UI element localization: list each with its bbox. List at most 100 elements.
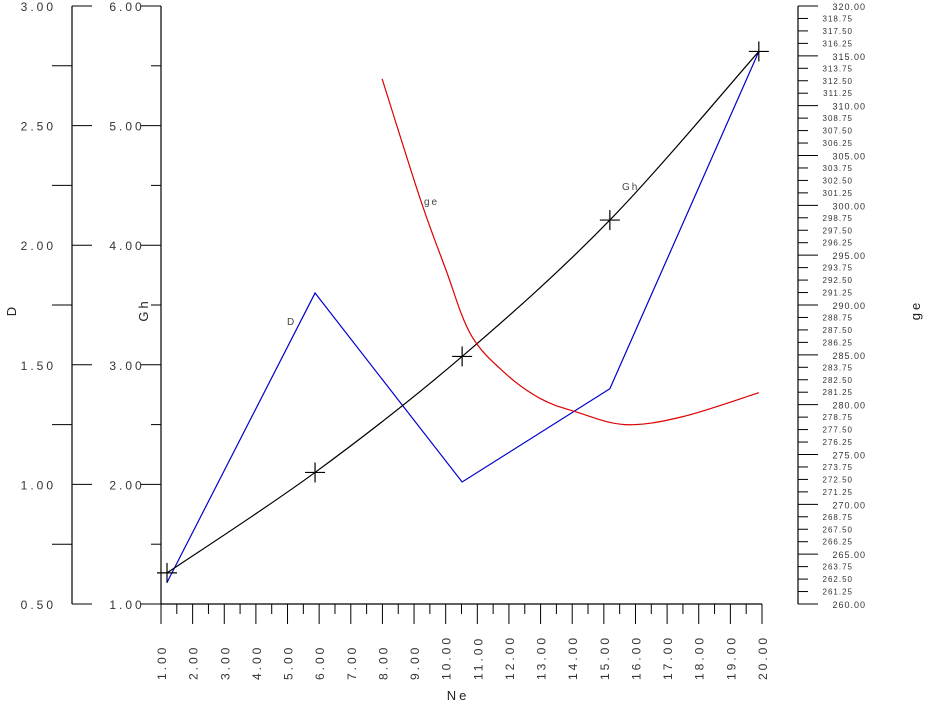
x-axis-tick-label: 6.00 — [313, 645, 327, 680]
ge-axis-minor-tick-label: 273.75 — [823, 463, 853, 472]
ge-axis-minor-tick-label: 278.75 — [823, 413, 853, 422]
ge-axis-minor-tick-label: 292.50 — [823, 276, 853, 285]
ge-axis-major-tick-label: 275.00 — [832, 451, 866, 461]
ge-axis-major-tick-label: 320.00 — [832, 2, 866, 12]
ge-axis-minor-tick-label: 298.75 — [823, 214, 853, 223]
ge-axis-minor-tick-label: 288.75 — [823, 313, 853, 322]
series-line-gh — [166, 51, 760, 574]
d-axis-title: D — [4, 304, 19, 316]
x-axis-tick-label: 14.00 — [566, 635, 580, 680]
x-axis-tick-label: 15.00 — [598, 635, 612, 680]
ge-axis-minor-tick-label: 263.75 — [823, 563, 853, 572]
x-axis-tick-label: 2.00 — [187, 645, 201, 680]
ge-axis-major-tick-label: 265.00 — [832, 550, 866, 560]
ge-axis-minor-tick-label: 296.25 — [823, 239, 853, 248]
d-axis-tick-label: 2.00 — [21, 239, 56, 253]
ge-axis-minor-tick-label: 316.25 — [823, 39, 853, 48]
ge-axis-minor-tick-label: 262.50 — [823, 575, 853, 584]
x-axis-tick-label: 12.00 — [503, 635, 517, 680]
ge-axis-minor-tick-label: 311.25 — [823, 89, 853, 98]
gh-axis-tick-label: 5.00 — [109, 120, 144, 134]
x-axis-tick-label: 8.00 — [376, 645, 390, 680]
d-axis-tick-label: 2.50 — [21, 120, 56, 134]
series-label-d: D — [287, 317, 296, 328]
ge-axis-minor-tick-label: 286.25 — [823, 338, 853, 347]
ge-axis-minor-tick-label: 277.50 — [823, 426, 853, 435]
d-axis-tick-label: 3.00 — [21, 0, 56, 14]
ge-axis-minor-tick-label: 308.75 — [823, 114, 853, 123]
gh-axis-tick-label: 3.00 — [109, 359, 144, 373]
ge-axis-minor-tick-label: 272.50 — [823, 475, 853, 484]
x-axis-tick-label: 13.00 — [535, 635, 549, 680]
ge-axis-minor-tick-label: 303.75 — [823, 164, 853, 173]
x-axis-tick-label: 11.00 — [471, 636, 485, 680]
ge-axis-minor-tick-label: 293.75 — [823, 264, 853, 273]
ge-axis-minor-tick-label: 301.25 — [823, 189, 853, 198]
ge-axis-major-tick-label: 295.00 — [832, 251, 866, 261]
x-axis-tick-label: 19.00 — [724, 635, 738, 680]
ge-axis-minor-tick-label: 271.25 — [823, 488, 853, 497]
ge-axis-minor-tick-label: 281.25 — [823, 388, 853, 397]
ge-axis-minor-tick-label: 266.25 — [823, 538, 853, 547]
ge-axis-major-tick-label: 300.00 — [832, 201, 866, 211]
series-line-ge — [381, 78, 760, 426]
x-axis-tick-label: 7.00 — [345, 645, 359, 680]
ge-axis-minor-tick-label: 297.50 — [823, 226, 853, 235]
x-axis-tick-label: 17.00 — [661, 635, 675, 680]
cross-marker-icon — [748, 41, 769, 62]
ge-axis-major-tick-label: 310.00 — [832, 102, 866, 112]
cross-marker-icon — [452, 346, 473, 367]
x-axis-tick-label: 1.00 — [155, 645, 169, 680]
ge-axis-minor-tick-label: 261.25 — [823, 588, 853, 597]
ge-axis-minor-tick-label: 306.25 — [823, 139, 853, 148]
ge-axis-minor-tick-label: 302.50 — [823, 176, 853, 185]
labels-layer: Dge Gh — [287, 182, 639, 328]
x-axis-tick-label: 3.00 — [218, 645, 232, 680]
x-axis-tick-label: 10.00 — [440, 635, 454, 680]
d-axis-tick-label: 0.50 — [21, 598, 56, 612]
cross-marker-icon — [305, 462, 326, 483]
series-layer — [157, 41, 769, 583]
ge-axis-minor-tick-label: 282.50 — [823, 376, 853, 385]
series-label-ge: ge — [424, 197, 439, 208]
ge-axis-minor-tick-label: 267.50 — [823, 525, 853, 534]
x-axis-tick-label: 16.00 — [629, 635, 643, 680]
cross-marker-icon — [599, 210, 620, 231]
ge-axis-minor-tick-label: 318.75 — [823, 14, 853, 23]
cross-marker-icon — [157, 562, 178, 583]
ge-axis-minor-tick-label: 317.50 — [823, 27, 853, 36]
gh-axis-tick-label: 2.00 — [109, 478, 144, 492]
gh-axis-tick-label: 4.00 — [109, 239, 144, 253]
gh-axis-title: Gh — [136, 298, 151, 321]
ge-axis-minor-tick-label: 313.75 — [823, 64, 853, 73]
gh-axis-tick-label: 1.00 — [109, 598, 144, 612]
ge-axis-minor-tick-label: 283.75 — [823, 363, 853, 372]
ge-axis-major-tick-label: 280.00 — [832, 401, 866, 411]
ge-axis-major-tick-label: 270.00 — [832, 500, 866, 510]
x-axis-tick-label: 18.00 — [693, 635, 707, 680]
x-axis-tick-label: 9.00 — [408, 645, 422, 680]
ge-axis-major-tick-label: 260.00 — [832, 600, 866, 610]
gh-axis-tick-label: 6.00 — [109, 0, 144, 14]
ge-axis-major-tick-label: 285.00 — [832, 351, 866, 361]
d-axis-tick-label: 1.00 — [21, 478, 56, 492]
x-axis-tick-label: 20.00 — [756, 635, 770, 680]
x-axis-tick-label: 5.00 — [282, 645, 296, 680]
ge-axis-title: ge — [908, 300, 923, 320]
ge-axis-minor-tick-label: 276.25 — [823, 438, 853, 447]
series-label-gh: Gh — [622, 182, 639, 193]
x-axis-tick-label: 4.00 — [250, 645, 264, 680]
ge-axis-minor-tick-label: 312.50 — [823, 77, 853, 86]
ge-axis-major-tick-label: 305.00 — [832, 152, 866, 162]
ge-axis-major-tick-label: 315.00 — [832, 52, 866, 62]
ge-axis-minor-tick-label: 287.50 — [823, 326, 853, 335]
x-axis-title: Ne — [447, 688, 470, 703]
ge-axis-minor-tick-label: 307.50 — [823, 127, 853, 136]
series-line-d — [166, 51, 760, 583]
ge-axis-minor-tick-label: 291.25 — [823, 289, 853, 298]
ge-axis-minor-tick-label: 268.75 — [823, 513, 853, 522]
d-axis-tick-label: 1.50 — [21, 359, 56, 373]
ge-axis-major-tick-label: 290.00 — [832, 301, 866, 311]
axes-layer: 0.50 1.00 1.50 2.00 2.50 3.00 D 1.00 2.00 3.00 4.0… — [4, 0, 923, 703]
